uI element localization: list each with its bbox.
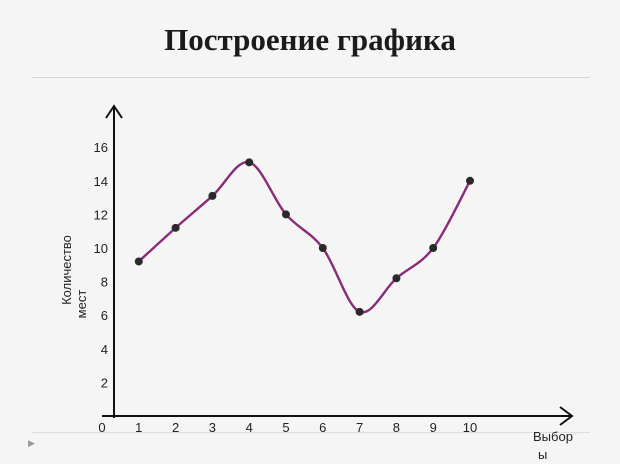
x-tick-label: 8 <box>393 420 400 435</box>
x-tick-label: 7 <box>356 420 363 435</box>
bottom-divider <box>32 432 590 433</box>
x-tick-label: 10 <box>463 420 477 435</box>
data-point <box>245 158 254 167</box>
x-tick-label: 9 <box>430 420 437 435</box>
y-tick-label: 12 <box>94 207 108 222</box>
x-tick-label: 1 <box>135 420 142 435</box>
y-tick-label: 10 <box>94 241 108 256</box>
y-axis-label-line1: Количество <box>59 235 74 305</box>
data-point <box>355 307 364 316</box>
data-point <box>171 223 180 232</box>
y-tick-label: 6 <box>101 308 108 323</box>
x-tick-label: 3 <box>209 420 216 435</box>
x-tick-label: 0 <box>98 420 105 435</box>
x-tick-label: 5 <box>282 420 289 435</box>
y-tick-label: 16 <box>94 140 108 155</box>
y-tick-label: 2 <box>101 375 108 390</box>
y-tick-labels: 2 4 6 8 10 12 14 16 <box>94 140 108 390</box>
chart-title: Построение графика <box>164 22 456 57</box>
x-axis-label: Выбор ы <box>533 429 577 462</box>
x-axis-arrow-icon <box>559 406 574 426</box>
y-axis-label-line2: мест <box>74 290 89 319</box>
y-tick-label: 14 <box>94 174 108 189</box>
data-point <box>318 244 327 252</box>
series-line <box>137 161 472 314</box>
y-axis-arrow-icon <box>105 104 123 119</box>
data-point <box>208 191 217 200</box>
y-tick-label: 8 <box>101 275 108 290</box>
title-divider <box>32 77 590 78</box>
slide-marker-icon: ▶ <box>28 438 35 448</box>
x-tick-label: 6 <box>319 420 326 435</box>
x-tick-labels: 0 1 2 3 4 5 6 7 8 9 10 <box>98 420 477 435</box>
y-tick-label: 4 <box>101 342 108 357</box>
data-points <box>134 158 474 316</box>
data-point <box>429 244 438 252</box>
x-tick-label: 4 <box>246 420 253 435</box>
data-point <box>134 257 143 266</box>
data-point <box>466 176 474 185</box>
data-point <box>282 210 290 219</box>
data-point <box>392 274 401 283</box>
axes <box>102 104 574 426</box>
x-tick-label: 2 <box>172 420 179 435</box>
